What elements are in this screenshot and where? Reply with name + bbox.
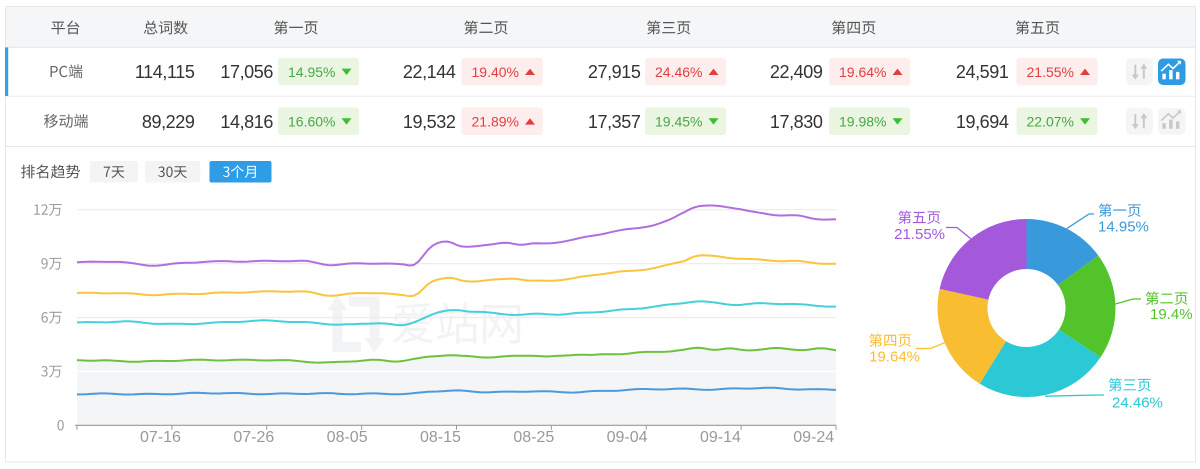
svg-text:19.4%: 19.4% [1150,306,1193,323]
svg-text:08-05: 08-05 [327,429,368,446]
svg-text:114,115: 114,115 [135,62,195,82]
svg-text:24.46%: 24.46% [655,64,702,80]
svg-text:16.60%: 16.60% [288,113,335,129]
svg-text:21.55%: 21.55% [894,226,945,243]
svg-text:19,532: 19,532 [403,112,456,132]
svg-text:24,591: 24,591 [956,62,1009,82]
svg-text:19.64%: 19.64% [839,64,886,80]
svg-text:08-15: 08-15 [420,429,461,446]
svg-text:19.40%: 19.40% [472,64,519,80]
svg-text:14.95%: 14.95% [1098,219,1149,236]
svg-text:19.45%: 19.45% [655,113,702,129]
svg-text:17,830: 17,830 [770,112,823,132]
svg-text:09-04: 09-04 [607,429,648,446]
svg-text:09-14: 09-14 [700,429,741,446]
svg-text:21.89%: 21.89% [472,113,519,129]
svg-text:07-26: 07-26 [233,429,274,446]
svg-text:19,694: 19,694 [956,112,1009,132]
svg-text:22,409: 22,409 [770,62,823,82]
svg-text:08-25: 08-25 [513,429,554,446]
svg-text:24.46%: 24.46% [1112,395,1163,412]
svg-text:17,357: 17,357 [588,112,641,132]
svg-text:14,816: 14,816 [220,112,273,132]
svg-text:89,229: 89,229 [142,112,195,132]
svg-text:22.07%: 22.07% [1027,113,1074,129]
svg-text:19.98%: 19.98% [839,113,886,129]
svg-text:19.64%: 19.64% [869,349,920,366]
svg-text:14.95%: 14.95% [288,64,335,80]
svg-text:22,144: 22,144 [403,62,456,82]
svg-text:07-16: 07-16 [140,429,181,446]
svg-text:17,056: 17,056 [220,62,273,82]
svg-text:21.55%: 21.55% [1027,64,1074,80]
svg-text:09-24: 09-24 [793,429,834,446]
svg-text:27,915: 27,915 [588,62,641,82]
